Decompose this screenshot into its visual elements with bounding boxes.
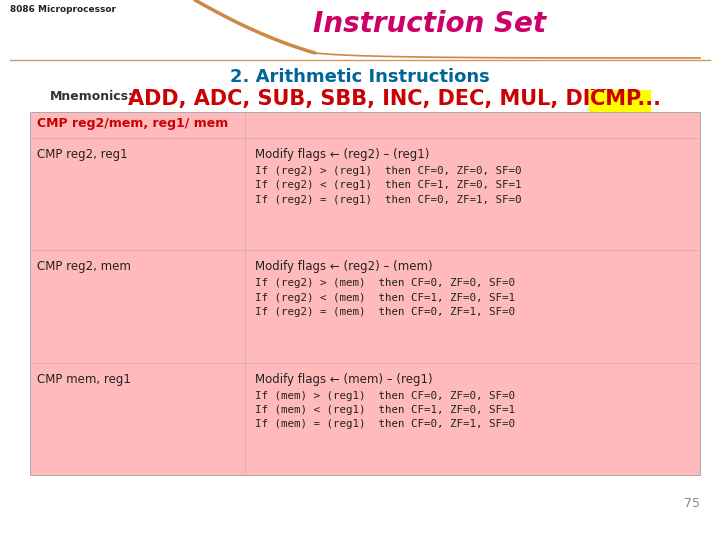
Text: Modify flags ← (mem) – (reg1): Modify flags ← (mem) – (reg1) <box>255 373 433 386</box>
Text: If (reg2) > (mem)  then CF=0, ZF=0, SF=0
If (reg2) < (mem)  then CF=1, ZF=0, SF=: If (reg2) > (mem) then CF=0, ZF=0, SF=0 … <box>255 278 515 317</box>
FancyBboxPatch shape <box>589 90 651 112</box>
Text: CMP reg2, mem: CMP reg2, mem <box>37 260 131 273</box>
Text: ADD, ADC, SUB, SBB, INC, DEC, MUL, DIV,: ADD, ADC, SUB, SBB, INC, DEC, MUL, DIV, <box>128 89 619 109</box>
Text: If (mem) > (reg1)  then CF=0, ZF=0, SF=0
If (mem) < (reg1)  then CF=1, ZF=0, SF=: If (mem) > (reg1) then CF=0, ZF=0, SF=0 … <box>255 390 515 429</box>
Text: CMP reg2/mem, reg1/ mem: CMP reg2/mem, reg1/ mem <box>37 117 228 130</box>
Text: Modify flags ← (reg2) – (reg1): Modify flags ← (reg2) – (reg1) <box>255 148 429 161</box>
Text: 75: 75 <box>684 497 700 510</box>
FancyBboxPatch shape <box>30 112 700 475</box>
Text: 2. Arithmetic Instructions: 2. Arithmetic Instructions <box>230 68 490 86</box>
Text: Instruction Set: Instruction Set <box>313 10 546 38</box>
Text: If (reg2) > (reg1)  then CF=0, ZF=0, SF=0
If (reg2) < (reg1)  then CF=1, ZF=0, S: If (reg2) > (reg1) then CF=0, ZF=0, SF=0… <box>255 166 521 205</box>
Text: 8086 Microprocessor: 8086 Microprocessor <box>10 5 116 14</box>
Text: Mnemonics:: Mnemonics: <box>50 90 134 103</box>
Text: CMP...: CMP... <box>590 89 661 109</box>
Text: CMP reg2, reg1: CMP reg2, reg1 <box>37 148 127 161</box>
Text: Modify flags ← (reg2) – (mem): Modify flags ← (reg2) – (mem) <box>255 260 433 273</box>
Text: CMP mem, reg1: CMP mem, reg1 <box>37 373 131 386</box>
